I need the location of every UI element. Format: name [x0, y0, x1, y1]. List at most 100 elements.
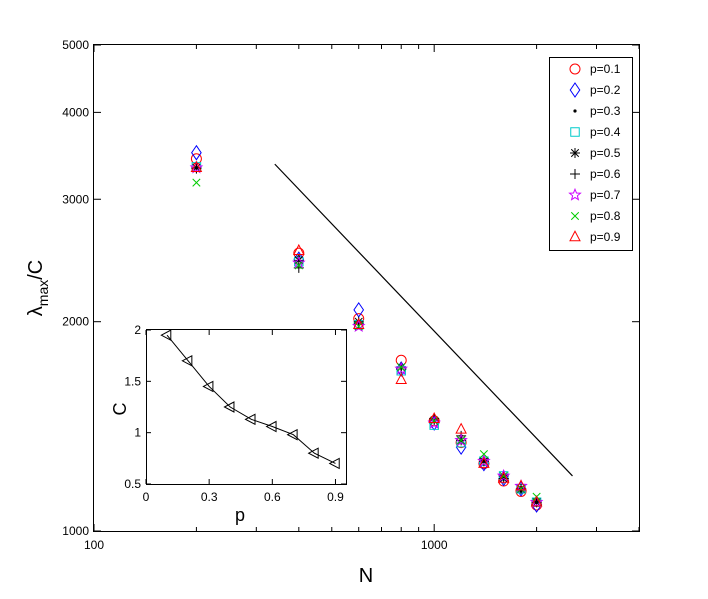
- legend-label: p=0.4: [590, 125, 621, 139]
- y-tick-label: 4000: [62, 105, 89, 119]
- x-tick-label: 1000: [421, 538, 448, 552]
- inset-data-point: [328, 457, 340, 470]
- inset-data-line: [166, 334, 336, 464]
- legend-entry-p=0.2: p=0.2: [569, 82, 621, 98]
- inset-data-point: [307, 447, 319, 460]
- legend-entry-p=0.8: p=0.8: [570, 209, 621, 223]
- legend-marker: [570, 211, 580, 221]
- data-point-p=0.9: [395, 372, 408, 385]
- inset-y-axis-label: C: [110, 403, 130, 416]
- legend-entry-p=0.1: p=0.1: [569, 62, 621, 76]
- inset-series-line: [166, 334, 336, 464]
- inset-data-point: [244, 413, 256, 426]
- legend-label: p=0.7: [590, 188, 621, 202]
- inset-x-axis-label: p: [235, 505, 245, 525]
- data-point-p=0.9: [515, 479, 527, 491]
- inset-data-points: [160, 329, 340, 470]
- data-point-p=0.9: [530, 495, 543, 507]
- inset-data-point: [286, 428, 298, 441]
- data-point-p=0.7: [454, 433, 468, 447]
- inset-data-point: [160, 329, 172, 341]
- inset-data-point: [181, 354, 193, 367]
- series-p=0.9: [190, 160, 543, 507]
- y-tick-label: 1000: [62, 524, 89, 538]
- main-plot-frame: [93, 44, 640, 532]
- main-x-axis-label: N: [359, 565, 373, 587]
- legend-marker: [569, 63, 581, 75]
- main-y-axis-label: λmax/C: [25, 260, 51, 316]
- data-point-p=0.2: [191, 144, 202, 161]
- legend-entries: p=0.1 p=0.2 p=0.3 p=0.4 p=0.5 p=0.6 p=0.7 p=0.8…: [568, 62, 621, 244]
- data-point-p=0.7: [477, 454, 491, 467]
- legend-label: p=0.1: [590, 62, 621, 76]
- legend-marker: [570, 169, 580, 179]
- data-point-p=0.7: [189, 160, 204, 174]
- legend-entry-p=0.6: p=0.6: [570, 167, 621, 181]
- y-tick-label: 2000: [62, 315, 89, 329]
- x-tick-label: 100: [84, 538, 104, 552]
- inset-y-tick-label: 1: [134, 426, 141, 440]
- inset-x-tick-label: 0.3: [201, 490, 218, 504]
- legend-label: p=0.5: [590, 146, 621, 160]
- inset-x-tick-label: 0: [143, 490, 150, 504]
- legend-marker: [568, 187, 582, 201]
- inset-y-tick-label: 0.5: [124, 477, 141, 491]
- inset-x-tick-label: 0.9: [327, 490, 344, 504]
- series-p=0.7: [189, 160, 544, 508]
- legend-label: p=0.6: [590, 167, 621, 181]
- inset-chart: 0 0.3 0.6 0.9 0.5 1 1.5 2 p C: [110, 323, 347, 525]
- inset-y-ticks: 0.5 1 1.5 2: [124, 323, 346, 491]
- inset-x-tick-label: 0.6: [264, 490, 281, 504]
- data-point-p=0.8: [397, 363, 406, 372]
- y-label-subscript: max: [35, 280, 51, 306]
- y-label-suffix: /C: [25, 260, 47, 280]
- main-y-ticks: 1000 2000 3000 4000 5000: [62, 38, 639, 538]
- data-point-p=0.9: [190, 160, 203, 172]
- legend-marker: [570, 127, 580, 137]
- inset-data-point: [265, 420, 277, 433]
- inset-data-point: [202, 380, 214, 393]
- data-point-p=0.9: [352, 317, 365, 329]
- inset-y-tick-label: 1.5: [124, 374, 141, 388]
- legend-entry-p=0.9: p=0.9: [569, 230, 621, 244]
- data-point-p=0.7: [394, 361, 408, 375]
- inset-y-tick-label: 2: [134, 323, 141, 337]
- legend-marker: [569, 230, 581, 242]
- legend-entry-p=0.5: p=0.5: [570, 146, 621, 160]
- reference-slope-line: [274, 163, 573, 477]
- inset-x-ticks: 0 0.3 0.6 0.9: [143, 330, 344, 504]
- data-point-p=0.5: [293, 255, 304, 266]
- legend: p=0.1 p=0.2 p=0.3 p=0.4 p=0.5 p=0.6 p=0.7 p=0.8…: [549, 57, 633, 251]
- legend-marker: [569, 82, 581, 98]
- legend-entry-p=0.7: p=0.7: [568, 187, 621, 202]
- y-label-base: λ: [25, 306, 47, 316]
- legend-label: p=0.3: [590, 104, 621, 118]
- main-data-points: [189, 144, 544, 513]
- data-point-p=0.7: [529, 495, 544, 508]
- data-point-p=0.9: [478, 456, 490, 468]
- main-reference-line: [274, 163, 573, 477]
- data-point-p=0.9: [292, 243, 305, 255]
- y-tick-label: 3000: [62, 192, 89, 206]
- data-point-p=0.8: [516, 484, 526, 493]
- data-point-p=0.8: [192, 178, 201, 187]
- legend-entry-p=0.4: p=0.4: [570, 125, 621, 139]
- inset-background: [146, 329, 347, 485]
- legend-label: p=0.9: [590, 230, 621, 244]
- data-point-p=0.8: [294, 261, 303, 270]
- data-point-p=0.7: [496, 468, 511, 482]
- legend-box: [549, 57, 633, 251]
- data-point-p=0.9: [497, 471, 510, 483]
- inset-data-point: [223, 401, 235, 413]
- legend-entry-p=0.3: p=0.3: [573, 104, 621, 118]
- data-point-p=0.8: [457, 436, 466, 445]
- legend-label: p=0.8: [590, 209, 621, 223]
- inset-plot-frame: [146, 329, 347, 485]
- data-point-p=0.9: [428, 411, 441, 424]
- main-x-ticks: 100 1000: [84, 45, 640, 552]
- data-point-p=0.8: [479, 450, 489, 459]
- legend-marker: [570, 148, 580, 158]
- y-tick-label: 5000: [62, 38, 89, 52]
